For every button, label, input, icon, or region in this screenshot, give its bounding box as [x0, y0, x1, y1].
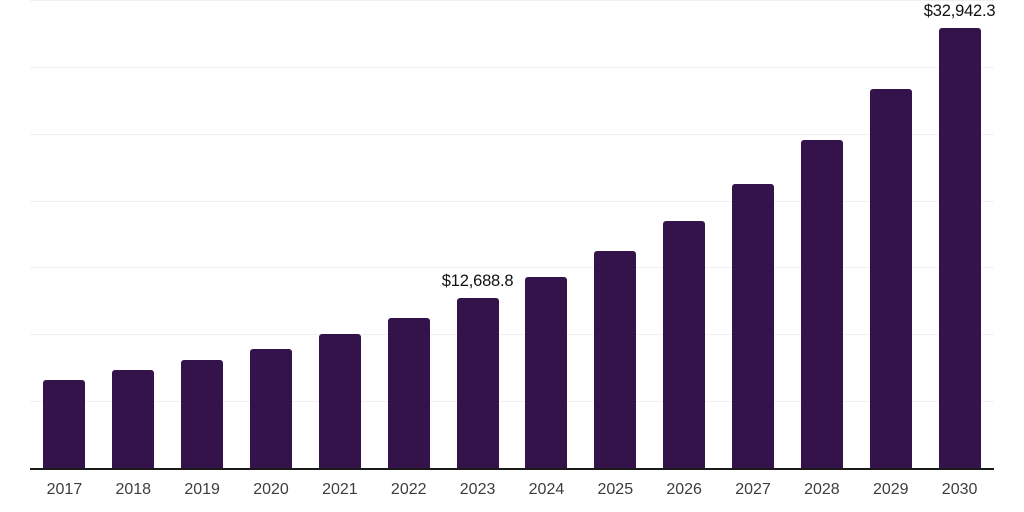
bar-2017 — [43, 379, 86, 468]
x-axis-labels: 2017 2018 2019 2020 2021 2022 2023 2024 2025 2026… — [30, 480, 994, 499]
bar-2029 — [869, 88, 912, 468]
x-axis-label-2023: 2023 — [459, 481, 496, 498]
bar-2020 — [250, 349, 292, 468]
plot-area: $12,688.8 $32,942.3 — [30, 0, 996, 470]
x-axis-label-2017: 2017 — [46, 481, 83, 498]
bar-slot-2024 — [512, 0, 581, 468]
bar-slot-2030: $32,942.3 — [923, 0, 996, 468]
x-axis-label-2019: 2019 — [184, 481, 220, 498]
gridline-5000 — [30, 401, 994, 403]
bar-slot-2025 — [581, 0, 650, 468]
x-axis-label-2020: 2020 — [253, 481, 289, 498]
bars: $12,688.8 $32,942.3 — [30, 0, 996, 468]
bar-2027 — [732, 183, 775, 468]
x-axis-label-2021: 2021 — [322, 481, 358, 498]
bar-slot-2019 — [168, 0, 237, 468]
bar-2018 — [112, 370, 155, 468]
x-axis-label-2027: 2027 — [735, 481, 771, 498]
bar-slot-2020 — [237, 0, 306, 468]
bar-value-label-2023: $12,688.8 — [441, 272, 514, 291]
bar-slot-2027 — [719, 0, 788, 468]
x-axis-line — [30, 468, 994, 470]
x-axis-label-2029: 2029 — [872, 481, 909, 498]
bar-slot-2029 — [856, 0, 925, 468]
bar-2024 — [525, 277, 568, 468]
gridline-15000 — [30, 267, 994, 269]
bar-2023 — [456, 298, 499, 468]
x-axis-label-2025: 2025 — [597, 481, 634, 498]
bar-slot-2017 — [30, 0, 99, 468]
bar-slot-2018 — [99, 0, 168, 468]
x-axis-label-2028: 2028 — [804, 481, 840, 498]
bar-value-label-2030: $32,942.3 — [923, 1, 996, 20]
bar-slot-2021 — [305, 0, 374, 468]
gridline-25000 — [30, 133, 994, 135]
x-axis-label-2022: 2022 — [390, 481, 427, 498]
bar-2030 — [938, 27, 981, 468]
gridline-35000 — [30, 0, 994, 1]
gridline-20000 — [30, 200, 994, 202]
bar-slot-2028 — [787, 0, 856, 468]
bar-2019 — [181, 359, 224, 468]
x-axis-label-2030: 2030 — [941, 481, 978, 498]
bar-2028 — [800, 140, 843, 468]
x-axis-label-2026: 2026 — [666, 481, 702, 498]
gridline-30000 — [30, 66, 994, 68]
bar-2025 — [594, 251, 637, 468]
bar-2026 — [663, 220, 706, 468]
bar-2022 — [387, 318, 430, 468]
gridline-10000 — [30, 334, 994, 336]
x-axis-label-2024: 2024 — [528, 481, 565, 498]
x-axis-label-2018: 2018 — [115, 481, 152, 498]
bar-slot-2022 — [374, 0, 443, 468]
bar-slot-2026 — [650, 0, 719, 468]
bar-2021 — [318, 333, 361, 468]
bar-slot-2023: $12,688.8 — [441, 0, 514, 468]
